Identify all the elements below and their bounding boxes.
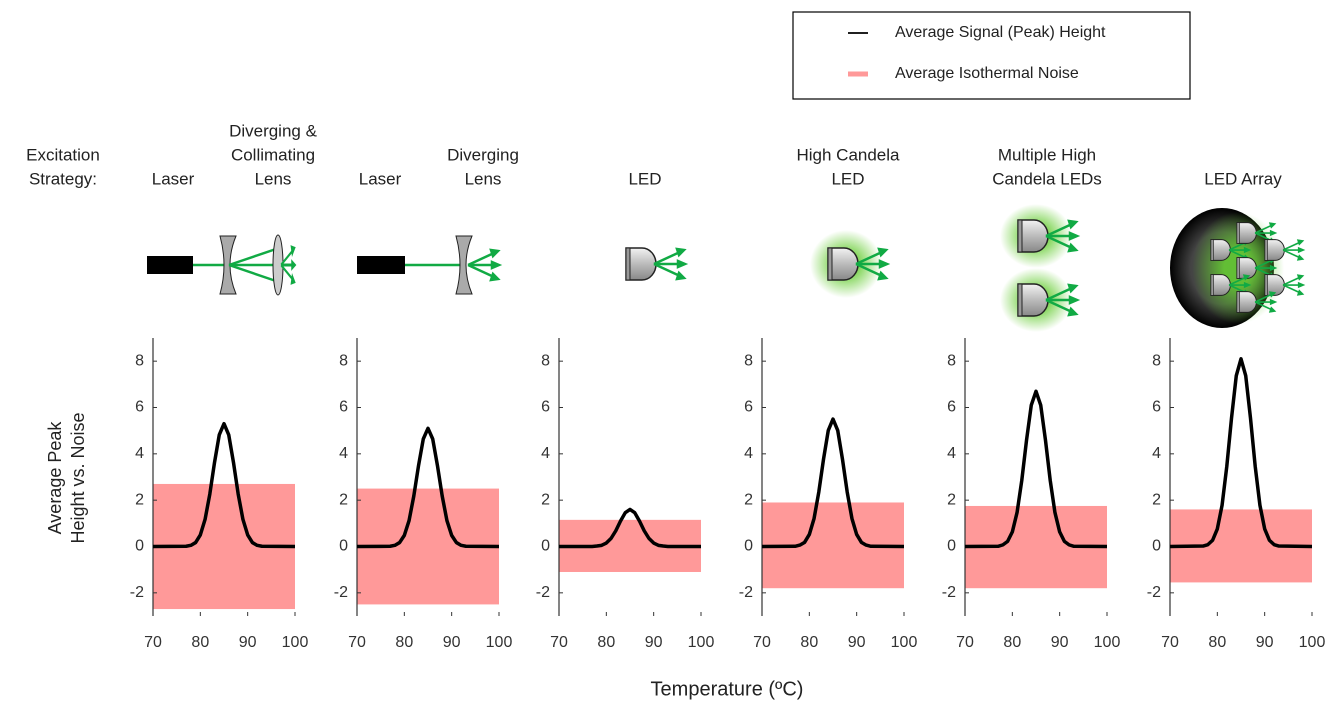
y-tick-label: 6 (135, 399, 144, 416)
x-tick-label: 80 (800, 634, 818, 651)
x-tick-label: 90 (443, 634, 461, 651)
x-tick-label: 100 (282, 634, 309, 651)
y-tick-label: 2 (1152, 491, 1161, 508)
y-tick-label: 8 (339, 352, 348, 369)
y-tick-label: 6 (1152, 399, 1161, 416)
row-label: Excitation (26, 145, 100, 164)
y-tick-label: 8 (744, 352, 753, 369)
strategy-label: Laser (359, 169, 402, 188)
y-tick-label: 4 (947, 445, 956, 462)
y-tick-label: 8 (135, 352, 144, 369)
y-tick-label: 0 (541, 538, 550, 555)
strategy-label: LED Array (1204, 169, 1282, 188)
x-tick-label: 100 (486, 634, 513, 651)
strategy-label: Lens (465, 169, 502, 188)
y-tick-label: 0 (339, 538, 348, 555)
y-axis-label: Average Peak (45, 421, 65, 535)
y-tick-label: 6 (339, 399, 348, 416)
y-tick-label: 0 (1152, 538, 1161, 555)
x-tick-label: 70 (753, 634, 771, 651)
figure: Average Signal (Peak) Height Average Isot… (0, 0, 1331, 704)
y-tick-label: 0 (135, 538, 144, 555)
x-tick-label: 80 (597, 634, 615, 651)
y-tick-label: 8 (1152, 352, 1161, 369)
x-tick-label: 90 (1051, 634, 1069, 651)
x-tick-label: 70 (956, 634, 974, 651)
y-tick-label: 0 (947, 538, 956, 555)
y-tick-label: -2 (130, 584, 144, 601)
legend-label: Average Isothermal Noise (895, 65, 1079, 82)
y-tick-label: 6 (744, 399, 753, 416)
y-tick-label: 0 (744, 538, 753, 555)
y-tick-label: -2 (942, 584, 956, 601)
panel: Laser Diverging Lens -2 0 2 4 6 8 70 80 90 100 (334, 145, 519, 651)
strategy-label: Diverging (447, 145, 519, 164)
panel: High Candela LED -2 0 2 4 6 8 70 80 90 100 (739, 145, 918, 651)
x-tick-label: 70 (144, 634, 162, 651)
x-tick-label: 100 (891, 634, 918, 651)
x-tick-label: 80 (1208, 634, 1226, 651)
y-tick-label: 4 (135, 445, 144, 462)
y-tick-label: 2 (135, 491, 144, 508)
strategy-icons (147, 204, 1303, 332)
strategy-label: Diverging & (229, 121, 318, 140)
y-tick-label: 4 (744, 445, 753, 462)
strategy-label: Candela LEDs (992, 169, 1102, 188)
y-tick-label: 6 (541, 399, 550, 416)
y-tick-label: 2 (339, 491, 348, 508)
panel: LED -2 0 2 4 6 8 70 80 90 100 (536, 169, 715, 651)
panel: Laser Diverging & Collimating Lens -2 0 2 4 6 8 70… (130, 121, 318, 651)
x-tick-label: 90 (239, 634, 257, 651)
y-tick-label: -2 (536, 584, 550, 601)
x-tick-label: 100 (688, 634, 715, 651)
x-tick-label: 70 (550, 634, 568, 651)
legend: Average Signal (Peak) Height Average Isot… (793, 12, 1190, 99)
x-axis-label: Temperature (ºC) (651, 678, 804, 700)
strategy-label: Laser (152, 169, 195, 188)
x-tick-label: 80 (1003, 634, 1021, 651)
strategy-label: High Candela (796, 145, 900, 164)
x-tick-label: 100 (1094, 634, 1121, 651)
legend-label: Average Signal (Peak) Height (895, 24, 1106, 41)
y-tick-label: 4 (541, 445, 550, 462)
strategy-label: LED (628, 169, 661, 188)
y-tick-label: -2 (1147, 584, 1161, 601)
row-label: Strategy: (29, 169, 97, 188)
y-tick-label: -2 (739, 584, 753, 601)
x-tick-label: 80 (191, 634, 209, 651)
y-tick-label: 8 (541, 352, 550, 369)
strategy-label: Collimating (231, 145, 315, 164)
x-tick-label: 80 (395, 634, 413, 651)
y-tick-label: -2 (334, 584, 348, 601)
y-tick-label: 8 (947, 352, 956, 369)
strategy-label: LED (831, 169, 864, 188)
y-tick-label: 4 (339, 445, 348, 462)
y-tick-label: 2 (744, 491, 753, 508)
y-tick-label: 4 (1152, 445, 1161, 462)
strategy-label: Multiple High (998, 145, 1096, 164)
y-tick-label: 2 (947, 491, 956, 508)
x-tick-label: 90 (645, 634, 663, 651)
y-tick-label: 2 (541, 491, 550, 508)
x-tick-label: 100 (1299, 634, 1326, 651)
x-tick-label: 90 (848, 634, 866, 651)
y-axis-label: Height vs. Noise (68, 412, 88, 543)
x-tick-label: 70 (348, 634, 366, 651)
x-tick-label: 70 (1161, 634, 1179, 651)
y-tick-label: 6 (947, 399, 956, 416)
x-tick-label: 90 (1256, 634, 1274, 651)
strategy-label: Lens (255, 169, 292, 188)
